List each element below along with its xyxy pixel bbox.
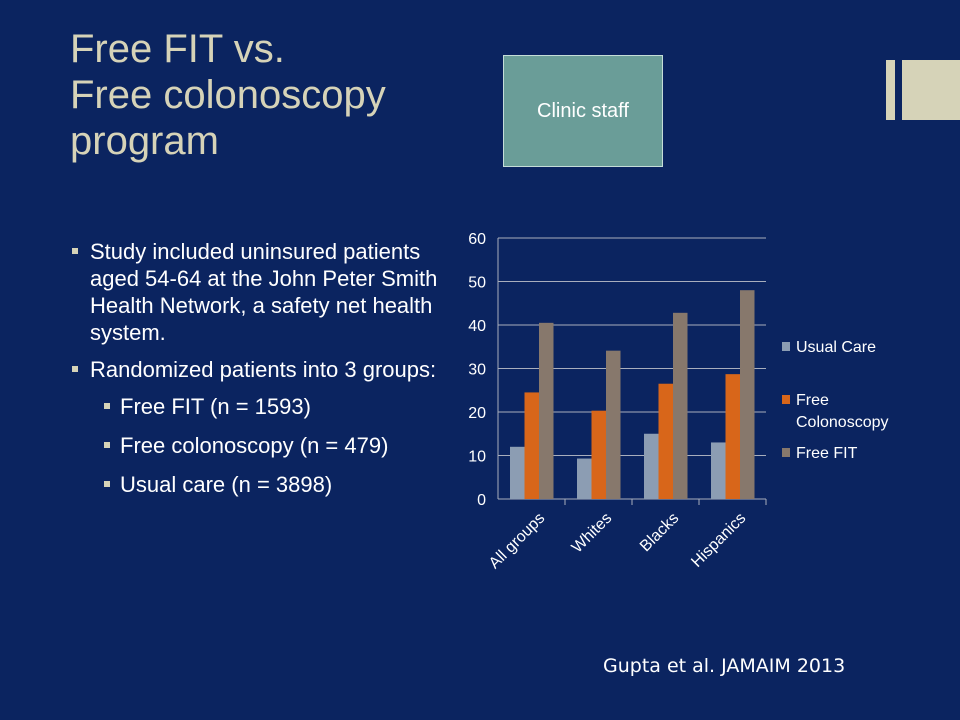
bar <box>524 392 539 499</box>
sub-bullet-item: Free colonoscopy (n = 479) <box>72 432 472 459</box>
legend-label: Usual Care <box>796 339 876 356</box>
bar <box>591 410 606 499</box>
bullet-list: Study included uninsured patients aged 5… <box>72 238 472 510</box>
legend-swatch <box>782 448 790 457</box>
bar <box>577 458 592 499</box>
legend-label: Free FIT <box>796 445 858 462</box>
bullet-item: Study included uninsured patients aged 5… <box>72 238 472 346</box>
bar <box>539 322 554 499</box>
x-tick-label: All groups <box>486 510 548 572</box>
legend-label: Free <box>796 392 829 409</box>
bar <box>711 442 726 499</box>
y-tick-label: 20 <box>468 405 486 422</box>
legend-swatch <box>782 342 790 351</box>
legend-label: Colonoscopy <box>796 414 889 431</box>
accent-bar <box>886 60 895 120</box>
x-tick-label: Whites <box>569 510 616 557</box>
clinic-staff-box: Clinic staff <box>503 55 663 167</box>
clinic-staff-label: Clinic staff <box>537 99 629 122</box>
title-line: Free colonoscopy <box>70 73 386 117</box>
y-tick-label: 50 <box>468 275 486 292</box>
x-tick-label: Blacks <box>637 510 682 555</box>
legend-swatch <box>782 395 790 404</box>
bar <box>606 350 621 499</box>
citation: Gupta et al. JAMAIM 2013 <box>603 655 846 677</box>
bar <box>510 446 525 499</box>
y-tick-label: 30 <box>468 362 486 379</box>
sub-bullet-item: Free FIT (n = 1593) <box>72 393 472 420</box>
title-line: program <box>70 119 219 163</box>
accent-block <box>902 60 960 120</box>
bar <box>644 433 659 499</box>
bar <box>740 290 755 499</box>
title-line: Free FIT vs. <box>70 27 285 71</box>
bar <box>725 374 740 499</box>
y-tick-label: 40 <box>468 318 486 335</box>
y-tick-label: 0 <box>477 492 486 509</box>
slide-title: Free FIT vs. Free colonoscopy program <box>70 26 490 164</box>
bar <box>673 312 688 499</box>
bullet-item: Randomized patients into 3 groups: <box>72 356 472 383</box>
x-tick-label: Hispanics <box>688 510 749 571</box>
y-tick-label: 60 <box>468 231 486 248</box>
y-tick-label: 10 <box>468 449 486 466</box>
bar <box>658 383 673 499</box>
sub-bullet-item: Usual care (n = 3898) <box>72 471 472 498</box>
